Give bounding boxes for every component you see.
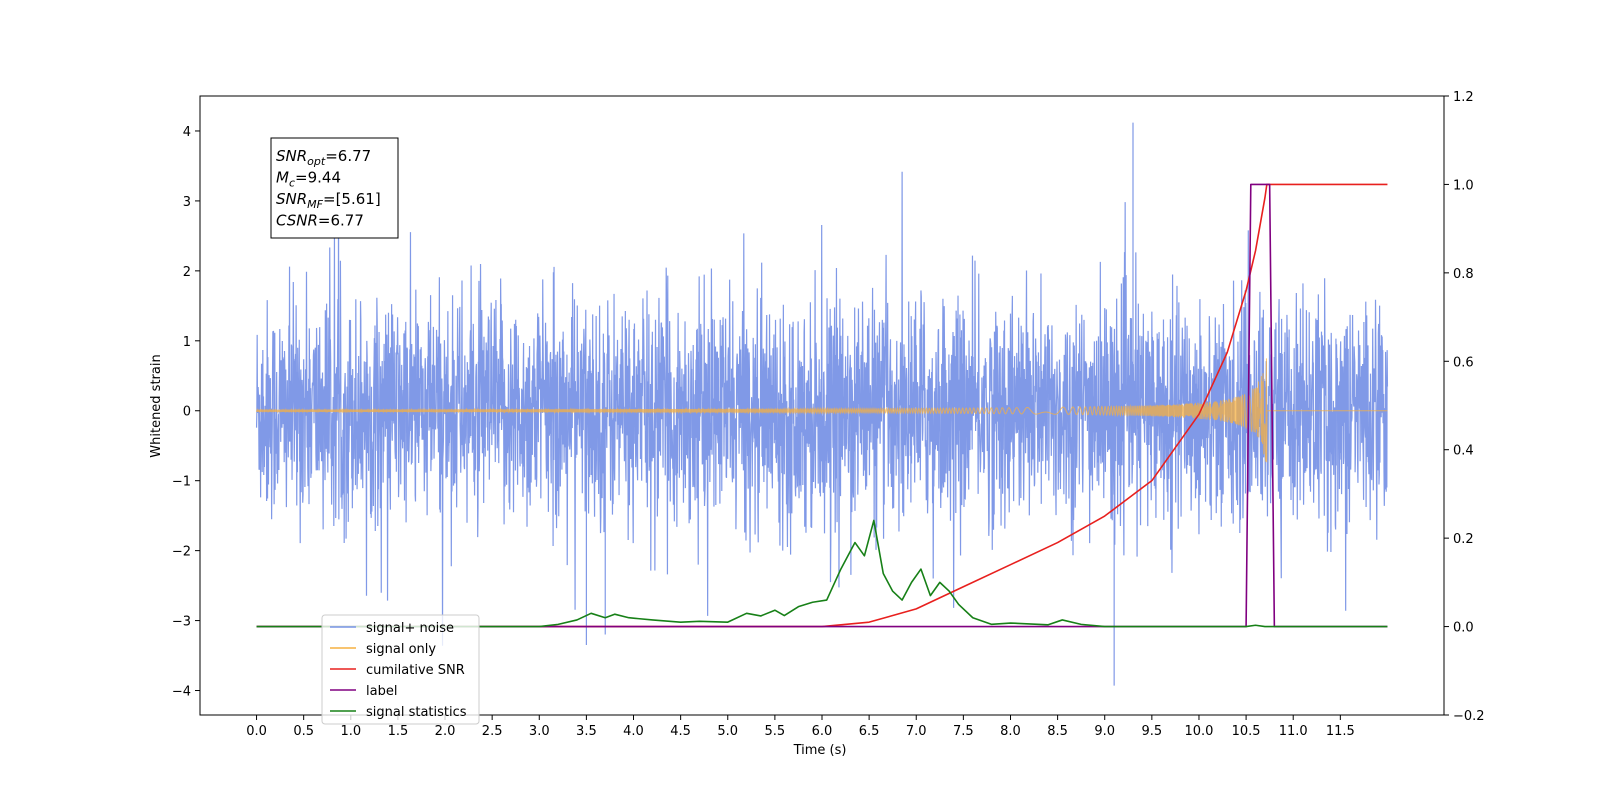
- stats-line: Mc=9.44: [276, 169, 341, 190]
- x-tick-label: 6.0: [812, 724, 833, 739]
- y-axis-right: 1.2 1.0 0.8 0.6 0.4 0.2 0.0 −0.2: [1444, 90, 1485, 724]
- x-tick-label: 1.0: [340, 724, 361, 739]
- legend-label: signal statistics: [366, 705, 467, 720]
- x-tick-label: 9.0: [1094, 724, 1115, 739]
- stats-line: SNRMF=[5.61]: [276, 190, 381, 211]
- x-tick-label: 4.0: [623, 724, 644, 739]
- x-tick-label: 0.0: [246, 724, 267, 739]
- x-tick-label: 5.0: [717, 724, 738, 739]
- x-tick-label: 7.5: [953, 724, 974, 739]
- series-line-signal-statistics: [256, 519, 1388, 628]
- x-tick-label: 8.5: [1047, 724, 1068, 739]
- x-tick-label: 2.5: [482, 724, 503, 739]
- y-tick-label: −1: [172, 475, 191, 490]
- y-tick-label: 4: [183, 125, 191, 140]
- y-axis-left: 4 3 2 1 0 −1 −2 −3 −4: [172, 125, 200, 700]
- y-axis-label: Whitened strain: [149, 354, 164, 457]
- y-tick-label: 0: [183, 405, 191, 420]
- x-axis-label: Time (s): [793, 743, 847, 758]
- legend-label: signal only: [366, 642, 436, 657]
- series-line-cumilative-snr: [256, 183, 1388, 628]
- y2-tick-label: 1.0: [1453, 178, 1474, 193]
- x-tick-label: 2.0: [435, 724, 456, 739]
- x-tick-label: 3.5: [576, 724, 597, 739]
- y2-tick-label: 0.8: [1453, 267, 1474, 282]
- x-tick-label: 8.0: [1000, 724, 1021, 739]
- x-tick-label: 9.5: [1142, 724, 1163, 739]
- plot-area: [255, 122, 1389, 686]
- legend: signal+ noise signal only cumilative SNR la…: [321, 614, 480, 725]
- y-tick-label: 3: [183, 195, 191, 210]
- y2-tick-label: 0.6: [1453, 355, 1474, 370]
- x-tick-label: 0.5: [293, 724, 314, 739]
- stats-line: SNRopt=6.77: [276, 147, 371, 168]
- y2-tick-label: 0.0: [1453, 621, 1474, 636]
- x-axis: 0.0 0.5 1.0 1.5 2.0 2.5 3.0 3.5 4.0 4.5 5.0 5.5 6.0 6…: [246, 715, 1355, 739]
- y-tick-label: −4: [172, 685, 191, 700]
- legend-label: signal+ noise: [366, 621, 454, 636]
- x-tick-label: 11.5: [1326, 724, 1355, 739]
- y-tick-label: 2: [183, 265, 191, 280]
- x-tick-label: 10.5: [1232, 724, 1261, 739]
- y-tick-label: −3: [172, 615, 191, 630]
- x-tick-label: 4.5: [670, 724, 691, 739]
- y2-tick-label: 0.4: [1453, 444, 1474, 459]
- stats-line: CSNR=6.77: [276, 212, 364, 230]
- y2-tick-label: 0.2: [1453, 532, 1474, 547]
- y-tick-label: 1: [183, 335, 191, 350]
- x-tick-label: 3.0: [529, 724, 550, 739]
- x-tick-label: 11.0: [1279, 724, 1308, 739]
- stats-box-frame: [270, 137, 399, 239]
- x-tick-label: 10.0: [1184, 724, 1213, 739]
- legend-frame: [321, 614, 480, 725]
- x-tick-label: 5.5: [765, 724, 786, 739]
- y2-tick-label: −0.2: [1453, 709, 1485, 724]
- x-tick-label: 1.5: [388, 724, 409, 739]
- legend-label: label: [366, 684, 397, 699]
- y2-tick-label: 1.2: [1453, 90, 1474, 105]
- y-tick-label: −2: [172, 545, 191, 560]
- x-tick-label: 6.5: [859, 724, 880, 739]
- legend-label: cumilative SNR: [366, 663, 465, 678]
- x-tick-label: 7.0: [906, 724, 927, 739]
